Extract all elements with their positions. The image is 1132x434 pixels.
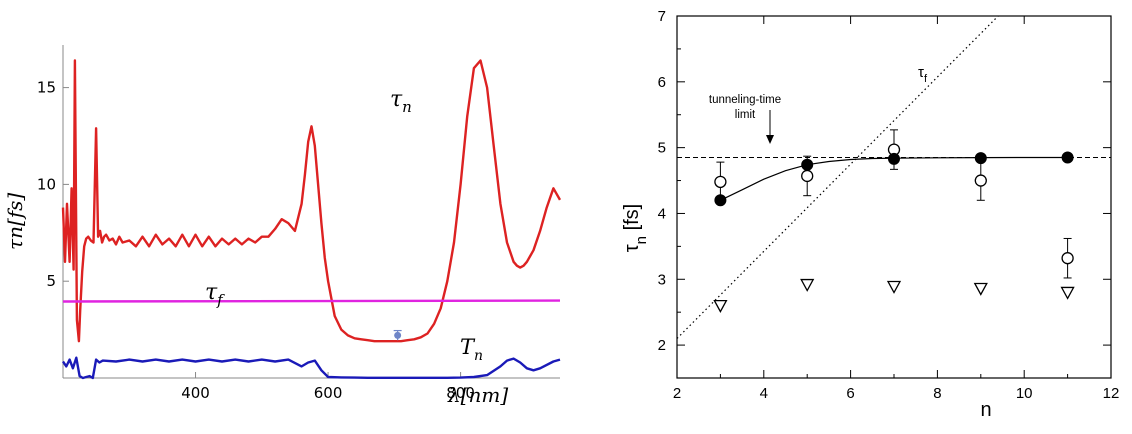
open-circle-point [801, 169, 814, 183]
tau-f-line [62, 299, 561, 303]
right-plot-frame [676, 15, 1112, 379]
t-n-label: Tn [460, 335, 483, 364]
left-ticks: 400 600 800 5 10 15 [37, 79, 475, 402]
open-circle-point [974, 174, 987, 187]
annotation-line2: limit [735, 109, 756, 121]
tau-f-dotted-line [676, 15, 999, 339]
triangle-point [973, 282, 988, 296]
left-y-tick-label: 10 [37, 175, 56, 193]
filled-circle-point [974, 152, 987, 165]
right-y-label: τn [fs] [621, 204, 650, 252]
left-x-tick-label: 400 [181, 384, 210, 402]
left-y-tick-label: 15 [37, 79, 56, 97]
triangle-point [713, 299, 728, 313]
annotation-line1: tunneling-time [709, 94, 781, 106]
filled-circle-point [888, 152, 900, 165]
right-points [713, 129, 1075, 313]
right-x-tick-label: 2 [673, 385, 681, 402]
right-y-tick-label: 5 [658, 140, 666, 157]
triangle-point [800, 278, 815, 292]
left-x-tick-label: 600 [314, 384, 343, 402]
t-n-line [62, 356, 561, 380]
right-y-tick-label: 4 [658, 205, 666, 222]
right-x-tick-label: 12 [1103, 385, 1120, 402]
right-x-tick-label: 8 [933, 385, 941, 402]
right-x-tick-label: 6 [846, 385, 854, 402]
left-x-tick-label: 800 [446, 384, 475, 402]
right-x-label: n [980, 399, 991, 421]
left-y-label: τn[fs] [3, 193, 27, 250]
triangle-point [1060, 286, 1075, 300]
annotation-arrowhead [766, 135, 774, 144]
marker-point [394, 331, 402, 339]
right-y-tick-label: 3 [658, 271, 666, 288]
filled-circle-point [714, 194, 727, 207]
right-y-tick-label: 7 [658, 8, 666, 25]
filled-circle-point [801, 158, 814, 171]
right-tau-f-label: τf [918, 64, 928, 85]
right-x-tick-label: 4 [760, 385, 768, 402]
right-x-tick-label: 10 [1016, 385, 1033, 402]
right-ticks: 2 4 6 8 10 12 2 3 4 5 6 7 [658, 8, 1120, 402]
tau-n-line [61, 59, 562, 343]
open-circle-point [714, 175, 727, 189]
left-marker [393, 329, 402, 341]
left-chart: 400 600 800 5 10 15 τn τf Tn λ[nm] τn[fs] [3, 45, 562, 407]
open-circle-point [1061, 252, 1074, 265]
tau-n-label: τn [390, 87, 412, 116]
left-series [61, 59, 562, 380]
filled-circle-point [1061, 151, 1074, 164]
left-x-label: λ[nm] [447, 383, 508, 407]
right-y-tick-label: 6 [658, 74, 666, 91]
right-y-tick-label: 2 [658, 337, 666, 354]
left-y-tick-label: 5 [46, 272, 56, 290]
tau-f-label: τf [205, 280, 225, 309]
triangle-point [886, 280, 902, 294]
